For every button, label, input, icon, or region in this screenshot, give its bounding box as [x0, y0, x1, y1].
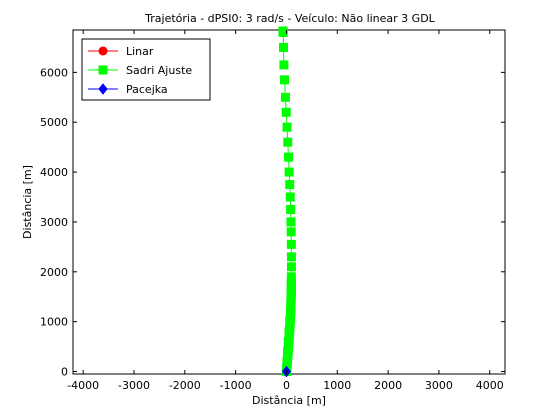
- x-tick-label: 1000: [323, 379, 351, 392]
- series-layer: [278, 26, 296, 378]
- legend-label: Pacejka: [126, 83, 168, 96]
- y-tick-label: 2000: [40, 266, 68, 279]
- x-tick-label: 0: [283, 379, 290, 392]
- x-tick-label: -1000: [220, 379, 252, 392]
- data-point: [286, 252, 296, 262]
- data-point: [283, 152, 293, 162]
- ticks-layer: -4000 -3000 -2000 -1000 0 1000 2000 3000 4000 0 10…: [40, 30, 505, 392]
- data-point: [283, 137, 293, 147]
- series-sadri-ajuste-cont-: [278, 26, 289, 70]
- data-point: [286, 227, 296, 237]
- legend-label: Sadri Ajuste: [126, 64, 192, 77]
- y-tick-label: 0: [61, 366, 68, 379]
- legend-marker: [98, 46, 108, 56]
- data-point: [286, 239, 296, 249]
- x-tick-label: -4000: [67, 379, 99, 392]
- data-point: [282, 122, 292, 132]
- y-tick-label: 3000: [40, 216, 68, 229]
- series-sadri-ajuste-dense: [281, 277, 296, 378]
- data-point: [280, 92, 290, 102]
- y-tick-label: 4000: [40, 166, 68, 179]
- y-tick-label: 5000: [40, 116, 68, 129]
- y-axis-label: Distância [m]: [21, 165, 34, 239]
- y-tick-label: 1000: [40, 316, 68, 329]
- data-point: [281, 107, 291, 117]
- x-axis-label: Distância [m]: [252, 394, 326, 407]
- data-point: [285, 180, 295, 190]
- x-tick-label: 3000: [425, 379, 453, 392]
- legend-label: Linar: [126, 45, 154, 58]
- legend-marker: [98, 83, 108, 95]
- x-tick-label: -3000: [118, 379, 150, 392]
- legend: Linar Sadri Ajuste Pacejka: [81, 38, 211, 101]
- x-tick-label: 2000: [374, 379, 402, 392]
- x-tick-label: 4000: [476, 379, 504, 392]
- data-point: [280, 75, 290, 85]
- data-point: [286, 262, 296, 272]
- data-point: [285, 192, 295, 202]
- data-point: [278, 26, 288, 36]
- data-point: [286, 204, 296, 214]
- data-point: [286, 217, 296, 227]
- y-tick-label: 6000: [40, 66, 68, 79]
- legend-marker: [98, 65, 108, 75]
- data-point: [279, 60, 289, 70]
- data-point: [284, 167, 294, 177]
- data-point: [279, 42, 289, 52]
- data-point: [286, 277, 296, 287]
- x-tick-label: -2000: [169, 379, 201, 392]
- chart-title: Trajetória - dPSI0: 3 rad/s - Veículo: N…: [144, 12, 435, 25]
